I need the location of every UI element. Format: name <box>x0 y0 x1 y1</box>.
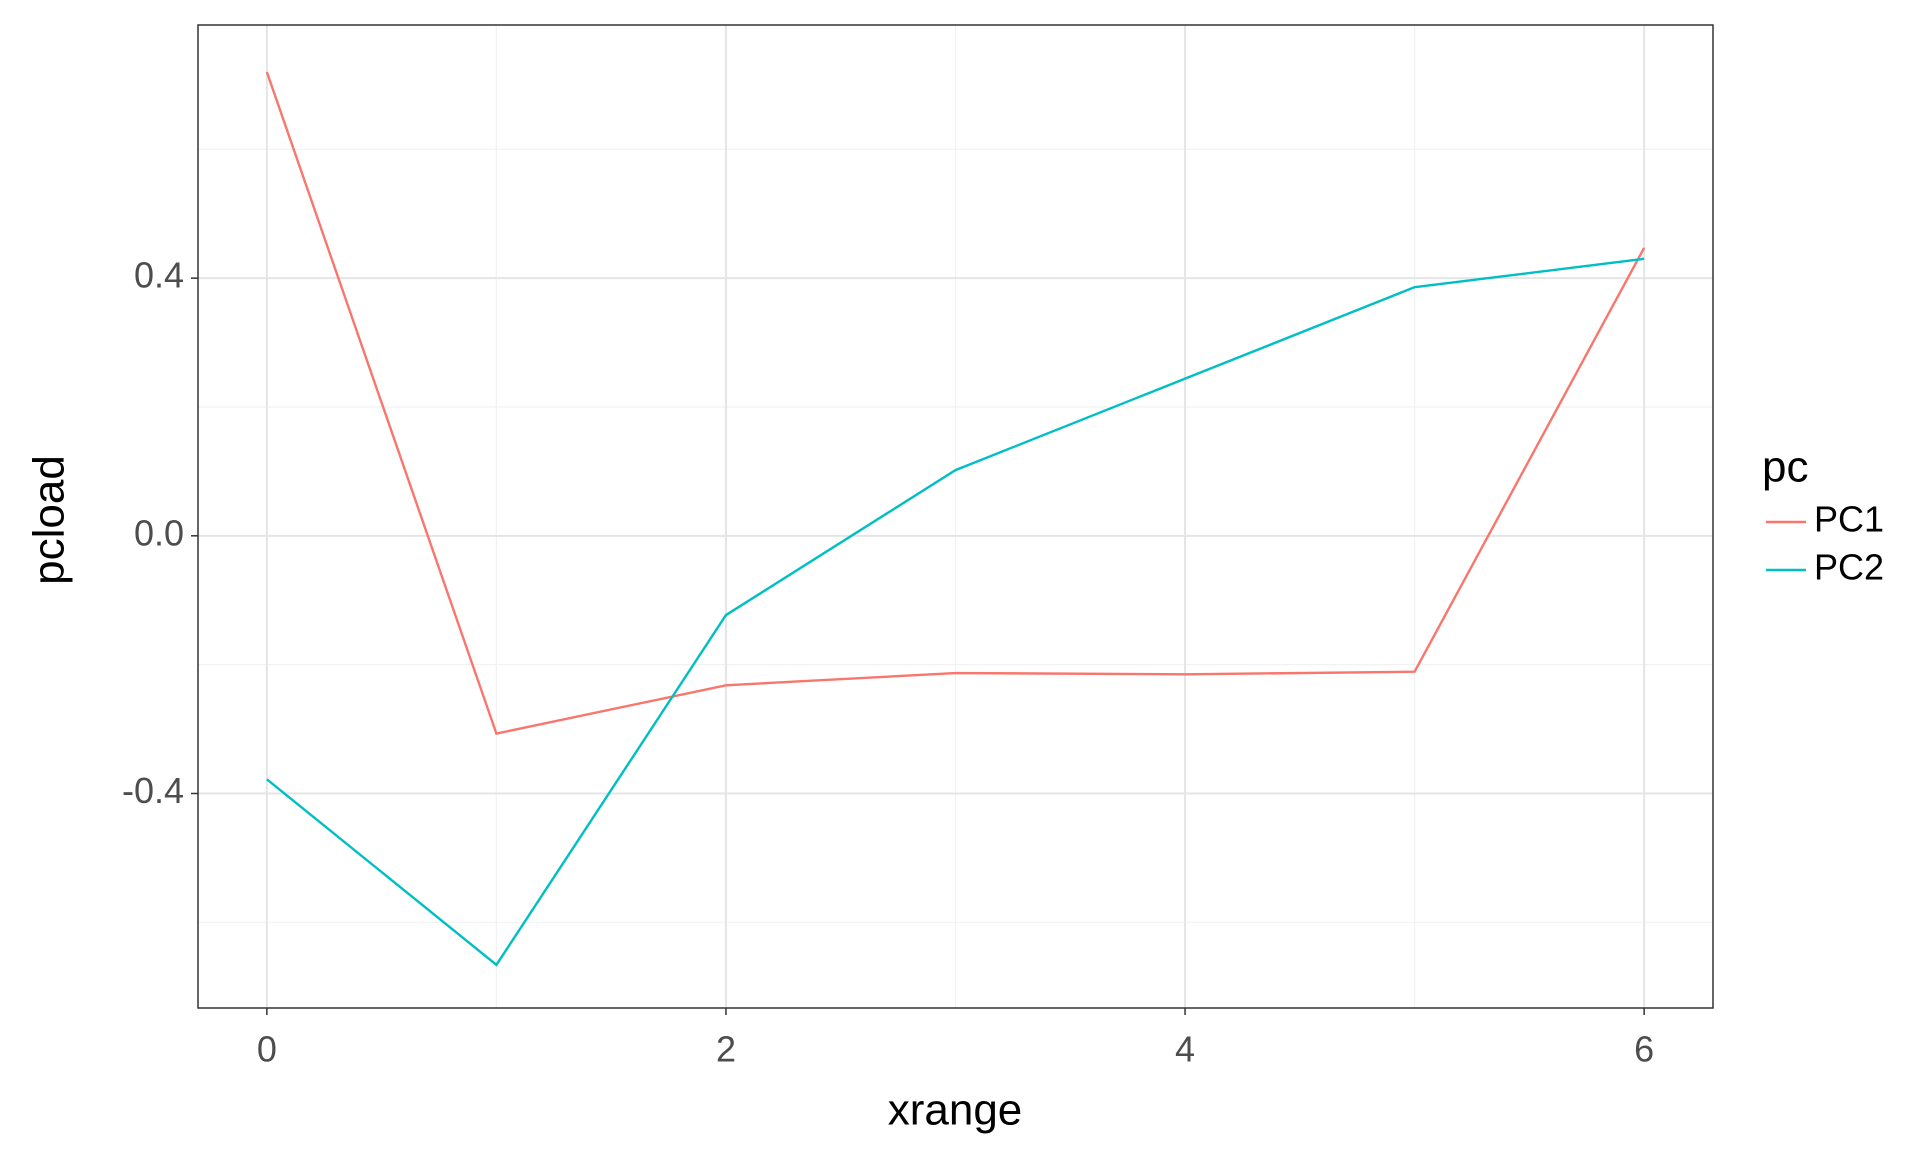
grid <box>198 25 1713 1008</box>
legend-title: pc <box>1762 443 1808 492</box>
plot-lines <box>265 71 1646 967</box>
x-tick-label: 6 <box>1634 1029 1654 1070</box>
panel-border <box>197 24 1714 1009</box>
x-axis-title: xrange <box>888 1086 1023 1135</box>
legend-label: PC1 <box>1814 499 1884 540</box>
x-tick-label: 0 <box>257 1029 277 1070</box>
y-tick-label: 0.4 <box>134 255 184 296</box>
y-axis-title: pcload <box>25 455 74 585</box>
series-line <box>265 71 1646 735</box>
legend-label: PC2 <box>1814 547 1884 588</box>
y-tick-label: 0.0 <box>134 512 184 553</box>
x-tick-label: 2 <box>716 1029 736 1070</box>
y-tick-label: -0.4 <box>122 770 184 811</box>
series-line <box>266 257 1645 967</box>
x-tick-label: 4 <box>1175 1029 1195 1070</box>
